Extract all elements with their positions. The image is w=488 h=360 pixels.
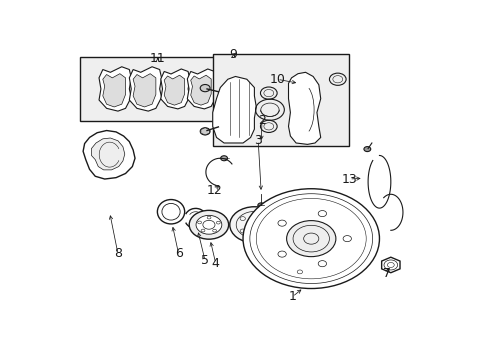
Text: 2: 2 <box>258 114 265 127</box>
Polygon shape <box>288 72 320 144</box>
Circle shape <box>200 128 210 135</box>
Circle shape <box>196 215 222 234</box>
Circle shape <box>318 261 326 267</box>
Circle shape <box>257 203 264 208</box>
Polygon shape <box>201 128 209 135</box>
Bar <box>80 57 224 121</box>
Polygon shape <box>133 74 156 107</box>
Polygon shape <box>83 131 135 179</box>
Text: 8: 8 <box>114 247 122 260</box>
Polygon shape <box>212 76 256 143</box>
Text: 10: 10 <box>269 73 285 86</box>
Text: 1: 1 <box>288 290 296 303</box>
Circle shape <box>277 251 285 257</box>
Bar <box>212 54 348 146</box>
Circle shape <box>220 156 227 161</box>
Polygon shape <box>381 257 399 273</box>
Circle shape <box>243 189 379 288</box>
Polygon shape <box>161 69 189 109</box>
Polygon shape <box>129 67 161 111</box>
Circle shape <box>200 85 210 92</box>
Circle shape <box>318 211 326 217</box>
Circle shape <box>277 220 285 226</box>
Polygon shape <box>190 75 211 105</box>
Circle shape <box>363 147 370 152</box>
Circle shape <box>343 235 351 242</box>
Polygon shape <box>91 138 124 170</box>
Circle shape <box>229 207 279 243</box>
Polygon shape <box>99 67 131 111</box>
Polygon shape <box>187 69 216 109</box>
Polygon shape <box>164 75 184 105</box>
Text: 12: 12 <box>206 184 222 197</box>
Text: 6: 6 <box>174 247 182 260</box>
Text: 9: 9 <box>229 48 237 61</box>
Ellipse shape <box>157 199 184 224</box>
Text: 11: 11 <box>150 52 165 65</box>
Polygon shape <box>102 74 125 107</box>
Circle shape <box>286 221 335 257</box>
Circle shape <box>189 210 228 239</box>
Text: 7: 7 <box>382 267 390 280</box>
Text: 13: 13 <box>341 172 356 185</box>
Text: 5: 5 <box>201 254 209 267</box>
Text: 3: 3 <box>254 134 262 147</box>
Text: 4: 4 <box>211 257 219 270</box>
